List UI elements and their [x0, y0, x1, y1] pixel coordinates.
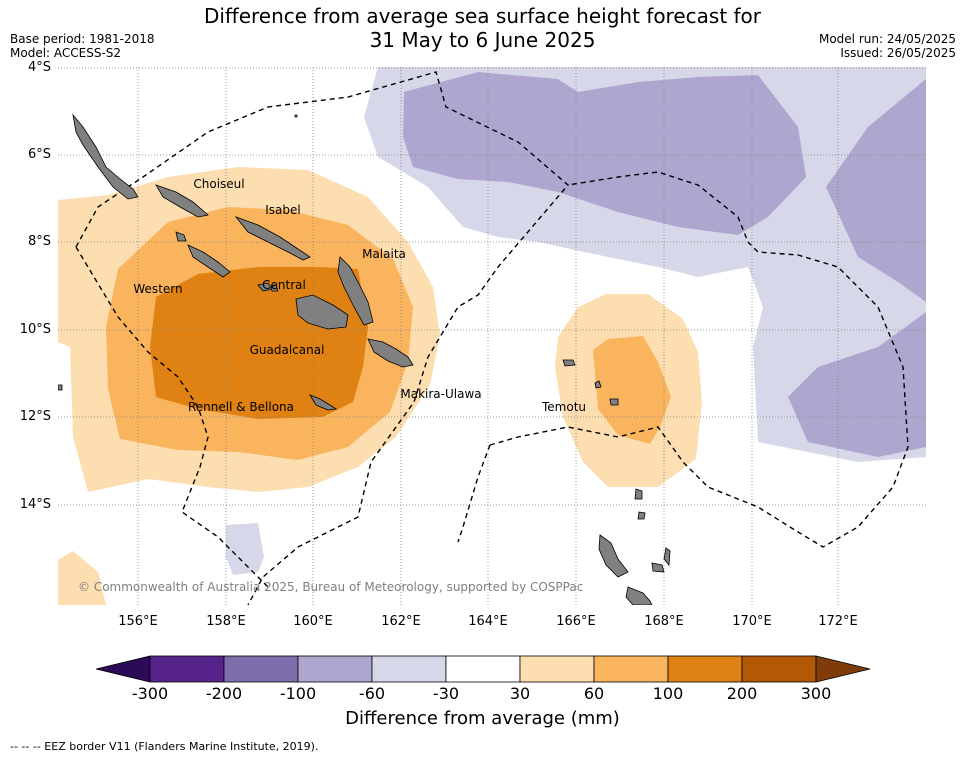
- map-title: Difference from average sea surface heig…: [0, 4, 965, 52]
- colorbar-segment-8: [667, 655, 743, 683]
- lon-label-162e: 162°E: [381, 614, 421, 629]
- colorbar-tick-9: 300: [800, 684, 832, 703]
- lon-label-160e: 160°E: [293, 614, 333, 629]
- copyright-notice: © Commonwealth of Australia 2025, Bureau…: [78, 580, 584, 594]
- island-tiny-west: [58, 384, 63, 391]
- model-run: Model run: 24/05/2025: [818, 32, 956, 46]
- lat-label-10s: 10°S: [19, 322, 51, 337]
- positive-anomaly-30-60-southwest: [58, 551, 106, 605]
- island-makira: [367, 338, 414, 368]
- colorbar-extend-high: [815, 655, 871, 683]
- meta-left: Base period: 1981-2018 Model: ACCESS-S2: [10, 32, 155, 60]
- island-guadalcanal: [295, 294, 349, 330]
- colorbar-tick-2: -100: [279, 684, 317, 703]
- island-new-georgia: [187, 244, 231, 278]
- lon-label-172e: 172°E: [818, 614, 858, 629]
- colorbar-tick-3: -60: [358, 684, 386, 703]
- lat-label-6s: 6°S: [27, 147, 51, 162]
- colorbar-tick-6: 60: [583, 684, 605, 703]
- land-masses: [58, 113, 671, 605]
- negative-anomaly-light-small: [226, 523, 264, 575]
- graticule: [58, 67, 926, 605]
- place-label-temotu: Temotu: [541, 400, 587, 414]
- island-tikopia-small: [562, 359, 576, 367]
- title-line-2: 31 May to 6 June 2025: [369, 28, 596, 52]
- colorbar-segment-9: [741, 655, 817, 683]
- lon-label-168e: 168°E: [644, 614, 684, 629]
- lat-label-8s: 8°S: [27, 234, 51, 249]
- place-label-western: Western: [133, 282, 183, 296]
- meta-right: Model run: 24/05/2025 Issued: 26/05/2025: [819, 32, 956, 60]
- place-label-malaita: Malaita: [362, 247, 406, 261]
- lon-label-166e: 166°E: [556, 614, 596, 629]
- lat-label-14s: 14°S: [19, 497, 51, 512]
- place-label-central: Central: [262, 278, 306, 292]
- sea-level-map: [58, 67, 926, 605]
- island-vanikoro: [609, 398, 619, 406]
- island-banks-1: [634, 488, 643, 500]
- island-santa-cruz: [594, 380, 602, 389]
- island-malaita: [337, 256, 374, 326]
- colorbar-segment-7: [593, 655, 669, 683]
- title-line-1: Difference from average sea surface heig…: [203, 4, 762, 28]
- colorbar-tick-5: 30: [509, 684, 531, 703]
- colorbar-segment-2: [223, 655, 299, 683]
- place-label-choiseul: Choiseul: [193, 177, 245, 191]
- colorbar-tick-1: -200: [205, 684, 243, 703]
- island-vella: [175, 231, 187, 242]
- lat-label-12s: 12°S: [19, 409, 51, 424]
- lon-label-164e: 164°E: [468, 614, 508, 629]
- colorbar-segment-3: [297, 655, 373, 683]
- colorbar-tick-4: -30: [432, 684, 460, 703]
- island-rennell: [309, 394, 338, 411]
- negative-anomaly-medium-north: [403, 72, 806, 235]
- negative-anomaly-medium-east: [826, 77, 926, 302]
- colorbar-tick-7: 100: [652, 684, 684, 703]
- lat-label-4s: 4°S: [27, 60, 51, 75]
- colorbar-tick-0: -300: [131, 684, 169, 703]
- colorbar-segment-6: [519, 655, 595, 683]
- island-isabel: [234, 216, 311, 261]
- island-bougainville: [72, 113, 139, 200]
- colorbar-extend-low: [96, 655, 151, 683]
- place-label-makira-ulawa: Makira-Ulawa: [400, 387, 482, 401]
- place-label-isabel: Isabel: [265, 203, 301, 217]
- model-name: Model: ACCESS-S2: [10, 46, 122, 60]
- island-malekula: [651, 562, 665, 573]
- island-choiseul: [155, 184, 209, 218]
- positive-anomaly-60-100-east: [593, 336, 671, 444]
- negative-anomaly-medium-southeast: [788, 312, 926, 457]
- base-period: Base period: 1981-2018: [10, 32, 155, 46]
- colorbar: [96, 655, 871, 683]
- colorbar-tick-8: 200: [726, 684, 758, 703]
- island-banks-2: [637, 511, 646, 520]
- island-ontong-java: [294, 114, 298, 118]
- colorbar-segment-5: [445, 655, 521, 683]
- island-ambae: [663, 547, 671, 567]
- eez-border-solomon: [75, 71, 569, 605]
- colorbar-segment-4: [371, 655, 447, 683]
- eez-border-temotu-link: [457, 444, 491, 543]
- island-efate: [625, 586, 653, 605]
- island-savo: [270, 284, 279, 292]
- place-label-rennell-bellona: Rennell & Bellona: [187, 400, 295, 414]
- colorbar-title: Difference from average (mm): [345, 708, 620, 729]
- eez-legend-note: -- -- -- EEZ border V11 (Flanders Marine…: [10, 740, 319, 753]
- lon-label-156e: 156°E: [118, 614, 158, 629]
- eez-borders: [75, 71, 909, 605]
- issued-date: Issued: 26/05/2025: [840, 46, 956, 60]
- eez-border-vanuatu: [489, 171, 909, 548]
- colorbar-segment-1: [149, 655, 225, 683]
- place-label-guadalcanal: Guadalcanal: [249, 343, 325, 357]
- lon-label-158e: 158°E: [206, 614, 246, 629]
- lon-label-170e: 170°E: [732, 614, 772, 629]
- island-espiritu-santo: [598, 534, 629, 578]
- eez-border-solomon-south: [75, 246, 269, 588]
